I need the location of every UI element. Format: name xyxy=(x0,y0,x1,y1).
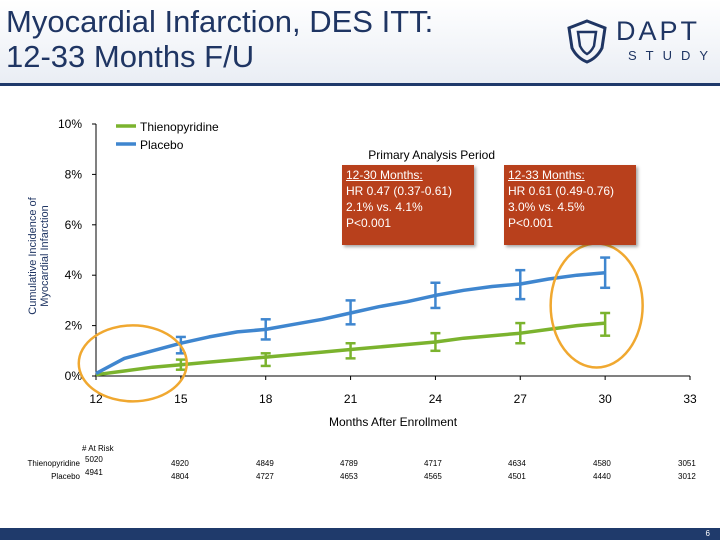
title-line-1: Myocardial Infarction, DES ITT: xyxy=(6,4,434,39)
chart-series xyxy=(95,256,611,377)
dapt-logo: DAPT STUDY xyxy=(560,14,710,74)
at-risk-value: 3051 xyxy=(678,459,696,468)
slide-header xyxy=(0,0,720,84)
at-risk-row-name-placebo: Placebo xyxy=(51,472,80,481)
logo-word-study: STUDY xyxy=(628,48,718,63)
box2-title: 12-33 Months: xyxy=(508,168,585,182)
at-risk-value: 5020 xyxy=(85,455,103,464)
shield-logo-icon xyxy=(567,19,607,64)
y-tick-label: 0% xyxy=(65,369,83,383)
at-risk-value: 4920 xyxy=(171,459,189,468)
x-tick-label: 12 xyxy=(89,392,103,406)
annotation-box-12-33: 12-33 Months: HR 0.61 (0.49-0.76) 3.0% v… xyxy=(504,165,636,245)
at-risk-value: 4565 xyxy=(424,472,442,481)
legend-label-placebo: Placebo xyxy=(140,138,184,152)
title-line-2: 12-33 Months F/U xyxy=(6,39,255,74)
highlight-ellipse-end xyxy=(549,242,644,369)
x-tick-label: 27 xyxy=(514,392,528,406)
x-axis-label: Months After Enrollment xyxy=(329,415,458,429)
x-tick-label: 33 xyxy=(683,392,697,406)
slide-footer xyxy=(0,528,720,540)
y-tick-label: 6% xyxy=(65,218,83,232)
y-tick-label: 2% xyxy=(65,319,83,333)
at-risk-value: 4440 xyxy=(593,472,611,481)
chart-axes: 0% 2% 4% 6% 8% 10% 12 15 18 21 24 27 30 33 xyxy=(58,117,697,406)
chart-text: Months After Enrollment Cumulative Incide… xyxy=(27,148,495,429)
at-risk-label: # At Risk xyxy=(82,444,114,453)
highlight-ellipse-start xyxy=(77,324,189,403)
at-risk-value: 4941 xyxy=(85,468,103,477)
at-risk-value: 4727 xyxy=(256,472,274,481)
at-risk-value: 4849 xyxy=(256,459,274,468)
at-risk-value: 3012 xyxy=(678,472,696,481)
box1-title: 12-30 Months: xyxy=(346,168,423,182)
header-divider xyxy=(0,83,720,86)
box1-line-hr: HR 0.47 (0.37-0.61) xyxy=(346,184,453,198)
y-axis-label-line1: Cumulative Incidence of xyxy=(27,196,39,314)
primary-analysis-period-label: Primary Analysis Period xyxy=(368,148,495,162)
box2-line-rates: 3.0% vs. 4.5% xyxy=(508,200,585,214)
logo-word-dapt: DAPT xyxy=(616,16,701,46)
slide-title: Myocardial Infarction, DES ITT: 12-33 Mo… xyxy=(6,4,433,74)
x-tick-label: 24 xyxy=(429,392,443,406)
at-risk-value: 4789 xyxy=(340,459,358,468)
y-axis-label: Cumulative Incidence ofMyocardial Infarc… xyxy=(27,196,51,314)
box1-line-rates: 2.1% vs. 4.1% xyxy=(346,200,423,214)
y-tick-label: 4% xyxy=(65,268,83,282)
chart-legend: Thienopyridine Placebo xyxy=(116,120,219,152)
y-tick-label: 8% xyxy=(65,167,83,181)
box1-line-p: P<0.001 xyxy=(346,216,392,230)
legend-label-thienopyridine: Thienopyridine xyxy=(140,120,219,134)
x-tick-label: 15 xyxy=(174,392,188,406)
annotation-box-12-30: 12-30 Months: HR 0.47 (0.37-0.61) 2.1% v… xyxy=(342,165,474,245)
page-number: 6 xyxy=(705,529,710,538)
box2-line-hr: HR 0.61 (0.49-0.76) xyxy=(508,184,615,198)
at-risk-value: 4717 xyxy=(424,459,442,468)
at-risk-value: 4634 xyxy=(508,459,526,468)
at-risk-value: 4501 xyxy=(508,472,526,481)
chart-highlights xyxy=(77,242,644,403)
at-risk-row-name-thieno: Thienopyridine xyxy=(27,459,80,468)
at-risk-value: 4804 xyxy=(171,472,189,481)
mi-incidence-chart: 0% 2% 4% 6% 8% 10% 12 15 18 21 24 27 30 33 Thienopyri… xyxy=(27,117,697,429)
y-axis-label-line2: Myocardial Infarction xyxy=(39,205,51,307)
x-tick-label: 21 xyxy=(344,392,358,406)
y-tick-label: 10% xyxy=(58,117,82,131)
at-risk-value: 4653 xyxy=(340,472,358,481)
at-risk-value: 4580 xyxy=(593,459,611,468)
x-tick-label: 30 xyxy=(598,392,612,406)
x-tick-label: 18 xyxy=(259,392,273,406)
box2-line-p: P<0.001 xyxy=(508,216,554,230)
